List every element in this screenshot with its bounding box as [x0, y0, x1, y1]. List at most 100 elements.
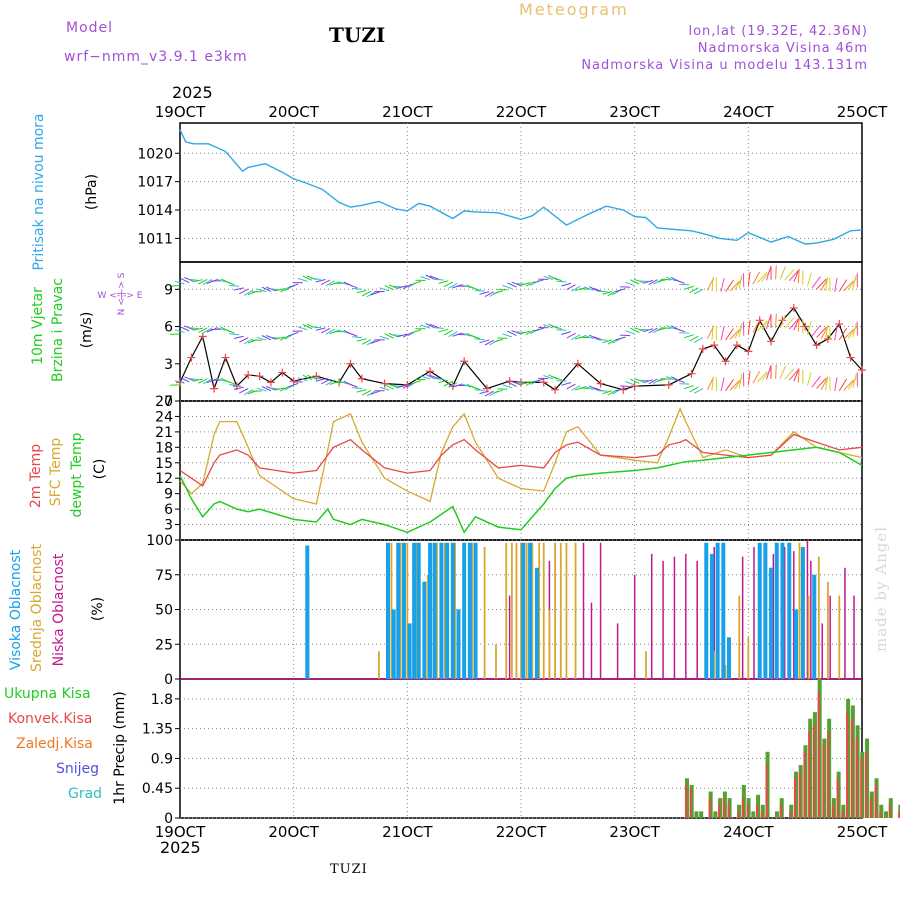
wind-direction-arrow — [816, 327, 827, 338]
cloud-high-bar — [450, 542, 455, 679]
wind-direction-arrow — [689, 287, 699, 294]
wind-direction-arrow — [411, 329, 422, 334]
wind-direction-arrow — [661, 278, 672, 281]
y-tick-label: 25 — [155, 637, 173, 653]
wind-direction-arrow — [338, 329, 349, 334]
wind-direction-arrow — [520, 381, 531, 386]
wind-direction-arrow — [766, 366, 772, 380]
precip-conv-bar — [841, 811, 844, 818]
wind-speed-marker — [630, 382, 639, 391]
y-tick-label: 6 — [164, 320, 173, 336]
station-footer: TUZI — [330, 862, 368, 877]
precip-conv-bar — [779, 804, 782, 818]
wind-direction-arrow — [384, 284, 394, 291]
wind-direction-arrow — [361, 290, 372, 297]
wind-direction-arrow — [429, 323, 440, 329]
wind-direction-arrow — [729, 379, 741, 391]
wind-direction-arrow — [484, 390, 494, 397]
wind-direction-arrow — [543, 275, 553, 280]
wind-direction-arrow — [192, 279, 203, 283]
wind-speed-marker — [505, 377, 514, 386]
precip-total-bar — [751, 811, 756, 818]
cloud-high-bar — [462, 542, 467, 679]
wind-direction-arrow — [747, 271, 751, 286]
wind-direction-arrow — [233, 386, 244, 390]
wind-direction-arrow — [725, 328, 734, 341]
wind-direction-arrow — [711, 325, 714, 340]
cloud-high-bar — [757, 542, 762, 679]
wind-direction-arrow — [288, 382, 299, 388]
x-tick-label-top: 19OCT — [155, 103, 206, 121]
wind-direction-arrow — [192, 378, 203, 382]
wind-direction-arrow — [256, 387, 267, 392]
y-tick-label: 9 — [164, 487, 173, 503]
wind-direction-arrow — [370, 339, 381, 344]
temp-ylabel-dew: dewpt Temp — [69, 432, 85, 517]
wind-direction-arrow — [420, 324, 431, 329]
precip-conv-bar — [855, 738, 858, 818]
wind-direction-arrow — [788, 318, 799, 330]
legend-snow: Snijeg — [56, 761, 100, 777]
wind-direction-arrow — [661, 378, 672, 380]
wind-direction-arrow — [788, 369, 799, 381]
wind-direction-arrow — [574, 287, 585, 292]
wind-direction-arrow — [825, 277, 828, 292]
wind-direction-arrow — [411, 380, 422, 385]
wind-direction-arrow — [607, 290, 617, 297]
cloud-high-bar — [534, 567, 539, 679]
wind-direction-arrow — [361, 390, 372, 396]
wind-direction-arrow — [438, 328, 449, 333]
wind-direction-arrow — [607, 389, 617, 396]
wind-speed-marker — [187, 353, 196, 362]
wind-direction-arrow — [402, 332, 413, 338]
wind-direction-arrow — [347, 283, 358, 289]
wind-speed-marker — [380, 379, 389, 388]
legend-hail: Grad — [68, 786, 103, 802]
wind-direction-arrow — [302, 323, 313, 330]
y-tick-label: 75 — [155, 568, 173, 584]
wind-direction-arrow — [297, 326, 308, 331]
wind-direction-arrow — [620, 334, 631, 337]
wind-direction-arrow — [584, 334, 594, 340]
wind-speed-marker — [812, 341, 821, 350]
wind-direction-arrow — [370, 291, 381, 296]
wind-direction-arrow — [215, 327, 226, 331]
wind-direction-arrow — [280, 385, 290, 392]
wind-speed-marker — [858, 365, 866, 374]
wind-direction-arrow — [315, 278, 326, 283]
precip-conv-bar — [846, 712, 849, 818]
wind-direction-arrow — [729, 280, 741, 292]
wind-direction-arrow — [825, 325, 828, 340]
wind-direction-arrow — [225, 379, 235, 385]
y-tick-label: 1020 — [137, 146, 173, 162]
wind-direction-arrow — [584, 385, 594, 391]
wind-speed-marker — [426, 367, 435, 376]
wind-direction-arrow — [411, 280, 422, 285]
wind-direction-arrow — [738, 374, 743, 389]
wind-direction-arrow — [239, 337, 249, 343]
wind-direction-arrow — [675, 327, 685, 333]
wind-direction-arrow — [274, 288, 285, 292]
wind-direction-arrow — [838, 378, 848, 392]
wind-direction-arrow — [615, 387, 626, 392]
wind-direction-arrow — [174, 280, 185, 285]
wind-direction-arrow — [543, 324, 553, 329]
wind-direction-arrow — [448, 282, 458, 289]
wind-direction-arrow — [806, 321, 812, 335]
wind-direction-arrow — [834, 377, 838, 392]
wind-direction-arrow — [607, 338, 617, 345]
year-top: 2025 — [172, 83, 213, 102]
cloud-high-bar — [467, 542, 472, 679]
wind-direction-arrow — [543, 375, 553, 380]
wind-direction-arrow — [366, 291, 376, 298]
wind-direction-arrow — [675, 279, 685, 284]
pressure-unit: (hPa) — [84, 174, 100, 210]
y-tick-label: 15 — [155, 456, 173, 472]
wind-direction-arrow — [297, 277, 308, 282]
cloud-high-bar — [445, 542, 450, 679]
wind-direction-arrow — [174, 329, 185, 333]
dewpoint-line — [179, 446, 863, 534]
wind-direction-arrow — [397, 384, 408, 388]
precip-conv-bar — [741, 798, 744, 818]
